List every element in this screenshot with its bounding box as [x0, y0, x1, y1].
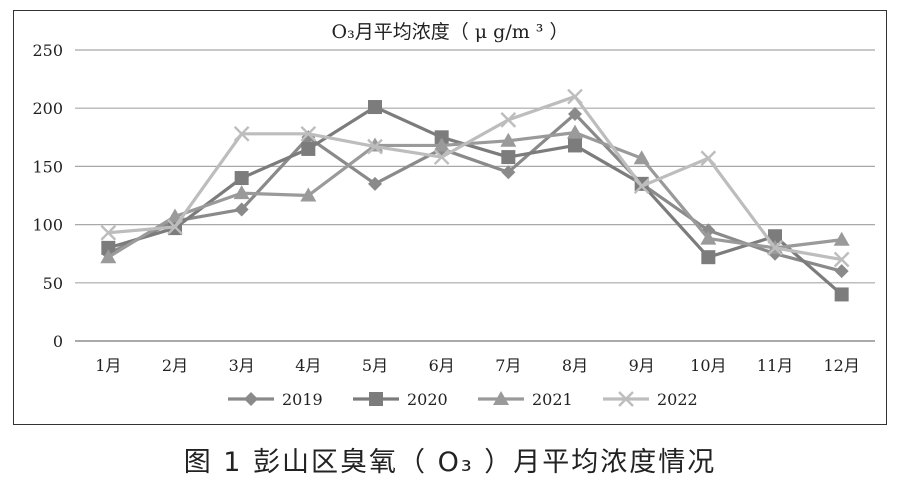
x-tick-label: 11月: [757, 356, 793, 375]
data-point-square: [234, 171, 249, 186]
grid-layer: [75, 49, 875, 342]
data-point-square: [768, 229, 782, 244]
data-point-x: [633, 178, 650, 195]
y-tick-label: 0: [53, 332, 63, 351]
data-point-x: [700, 150, 717, 167]
y-tick-label: 100: [32, 216, 63, 235]
y-tick-label: 200: [32, 99, 63, 118]
data-point-square: [101, 240, 116, 255]
legend-marker-diamond: [244, 392, 258, 406]
data-point-diamond: [568, 107, 582, 122]
series-2022: [100, 88, 850, 268]
x-tick-label: 12月: [823, 356, 859, 375]
x-axis-ticks: 1月 2月 3月 4月 5月 6月 7月 8月 9月 10月 11月 12月: [95, 356, 860, 375]
x-tick-label: 5月: [362, 356, 388, 375]
x-tick-label: 9月: [629, 356, 655, 375]
chart-title: O₃月平均浓度（ μ g/m ³ ）: [332, 21, 569, 43]
legend-label: 2019: [282, 390, 323, 409]
y-axis-ticks: 0 50 100 150 200 250: [32, 41, 63, 351]
x-tick-label: 3月: [229, 356, 255, 375]
series-line: [107, 105, 843, 296]
x-tick-label: 10月: [690, 356, 726, 375]
legend: 2019 2020 2021 2022: [228, 390, 698, 409]
series-line: [107, 131, 842, 259]
data-point-x: [300, 125, 317, 142]
series-2021: [100, 124, 850, 264]
x-tick-label: 2月: [162, 356, 188, 375]
data-point-square: [701, 250, 716, 265]
data-point-triangle: [633, 150, 650, 165]
chart-frame: [13, 10, 887, 425]
data-point-triangle: [233, 185, 250, 200]
data-point-x: [233, 125, 250, 142]
data-point-square: [834, 287, 849, 302]
x-tick-label: 6月: [429, 356, 455, 375]
legend-label: 2020: [407, 390, 448, 409]
data-point-x: [767, 240, 783, 256]
legend-item-2020: 2020: [353, 390, 448, 409]
data-point-x: [500, 111, 517, 128]
data-point-triangle: [100, 249, 117, 264]
data-point-triangle: [567, 124, 583, 139]
data-point-triangle: [300, 187, 317, 202]
data-point-triangle: [833, 231, 850, 246]
data-point-x: [433, 149, 450, 165]
data-point-x: [367, 138, 383, 155]
series-2019: [101, 107, 849, 279]
series-2020: [101, 100, 849, 302]
series-layer: [100, 88, 850, 302]
x-tick-label: 1月: [95, 356, 121, 375]
legend-item-2019: 2019: [228, 390, 323, 409]
data-point-x: [100, 224, 117, 241]
data-point-triangle: [700, 230, 717, 245]
legend-label: 2022: [657, 390, 698, 409]
data-point-triangle: [500, 132, 517, 147]
data-point-diamond: [834, 264, 849, 279]
legend-item-2022: 2022: [603, 390, 698, 409]
data-point-square: [568, 138, 582, 153]
data-point-x: [833, 251, 850, 268]
x-tick-label: 7月: [495, 356, 521, 375]
data-point-diamond: [234, 202, 249, 217]
data-point-diamond: [501, 165, 516, 180]
data-point-square: [501, 150, 516, 165]
x-tick-label: 8月: [562, 356, 588, 375]
data-point-square: [301, 141, 316, 156]
legend-marker-square: [369, 392, 383, 406]
legend-marker-triangle: [493, 391, 509, 405]
data-point-square: [434, 130, 449, 145]
y-tick-label: 250: [32, 41, 63, 60]
y-tick-label: 50: [43, 274, 63, 293]
legend-item-2021: 2021: [478, 390, 573, 409]
series-line: [107, 112, 843, 273]
data-point-triangle: [433, 137, 450, 152]
data-point-diamond: [368, 176, 382, 191]
data-point-x: [567, 88, 583, 105]
y-tick-label: 150: [32, 157, 63, 176]
x-tick-label: 4月: [295, 356, 321, 375]
legend-marker-x: [618, 391, 634, 407]
figure-caption: 图 1 彭山区臭氧（ O₃ ）月平均浓度情况: [183, 447, 717, 478]
data-point-square: [368, 100, 382, 115]
data-point-x: [167, 219, 183, 235]
series-line: [108, 94, 842, 262]
line-chart: O₃月平均浓度（ μ g/m ³ ） 0 50 100 150 200 250 1月 2月 3…: [32, 21, 875, 409]
legend-label: 2021: [532, 390, 573, 409]
